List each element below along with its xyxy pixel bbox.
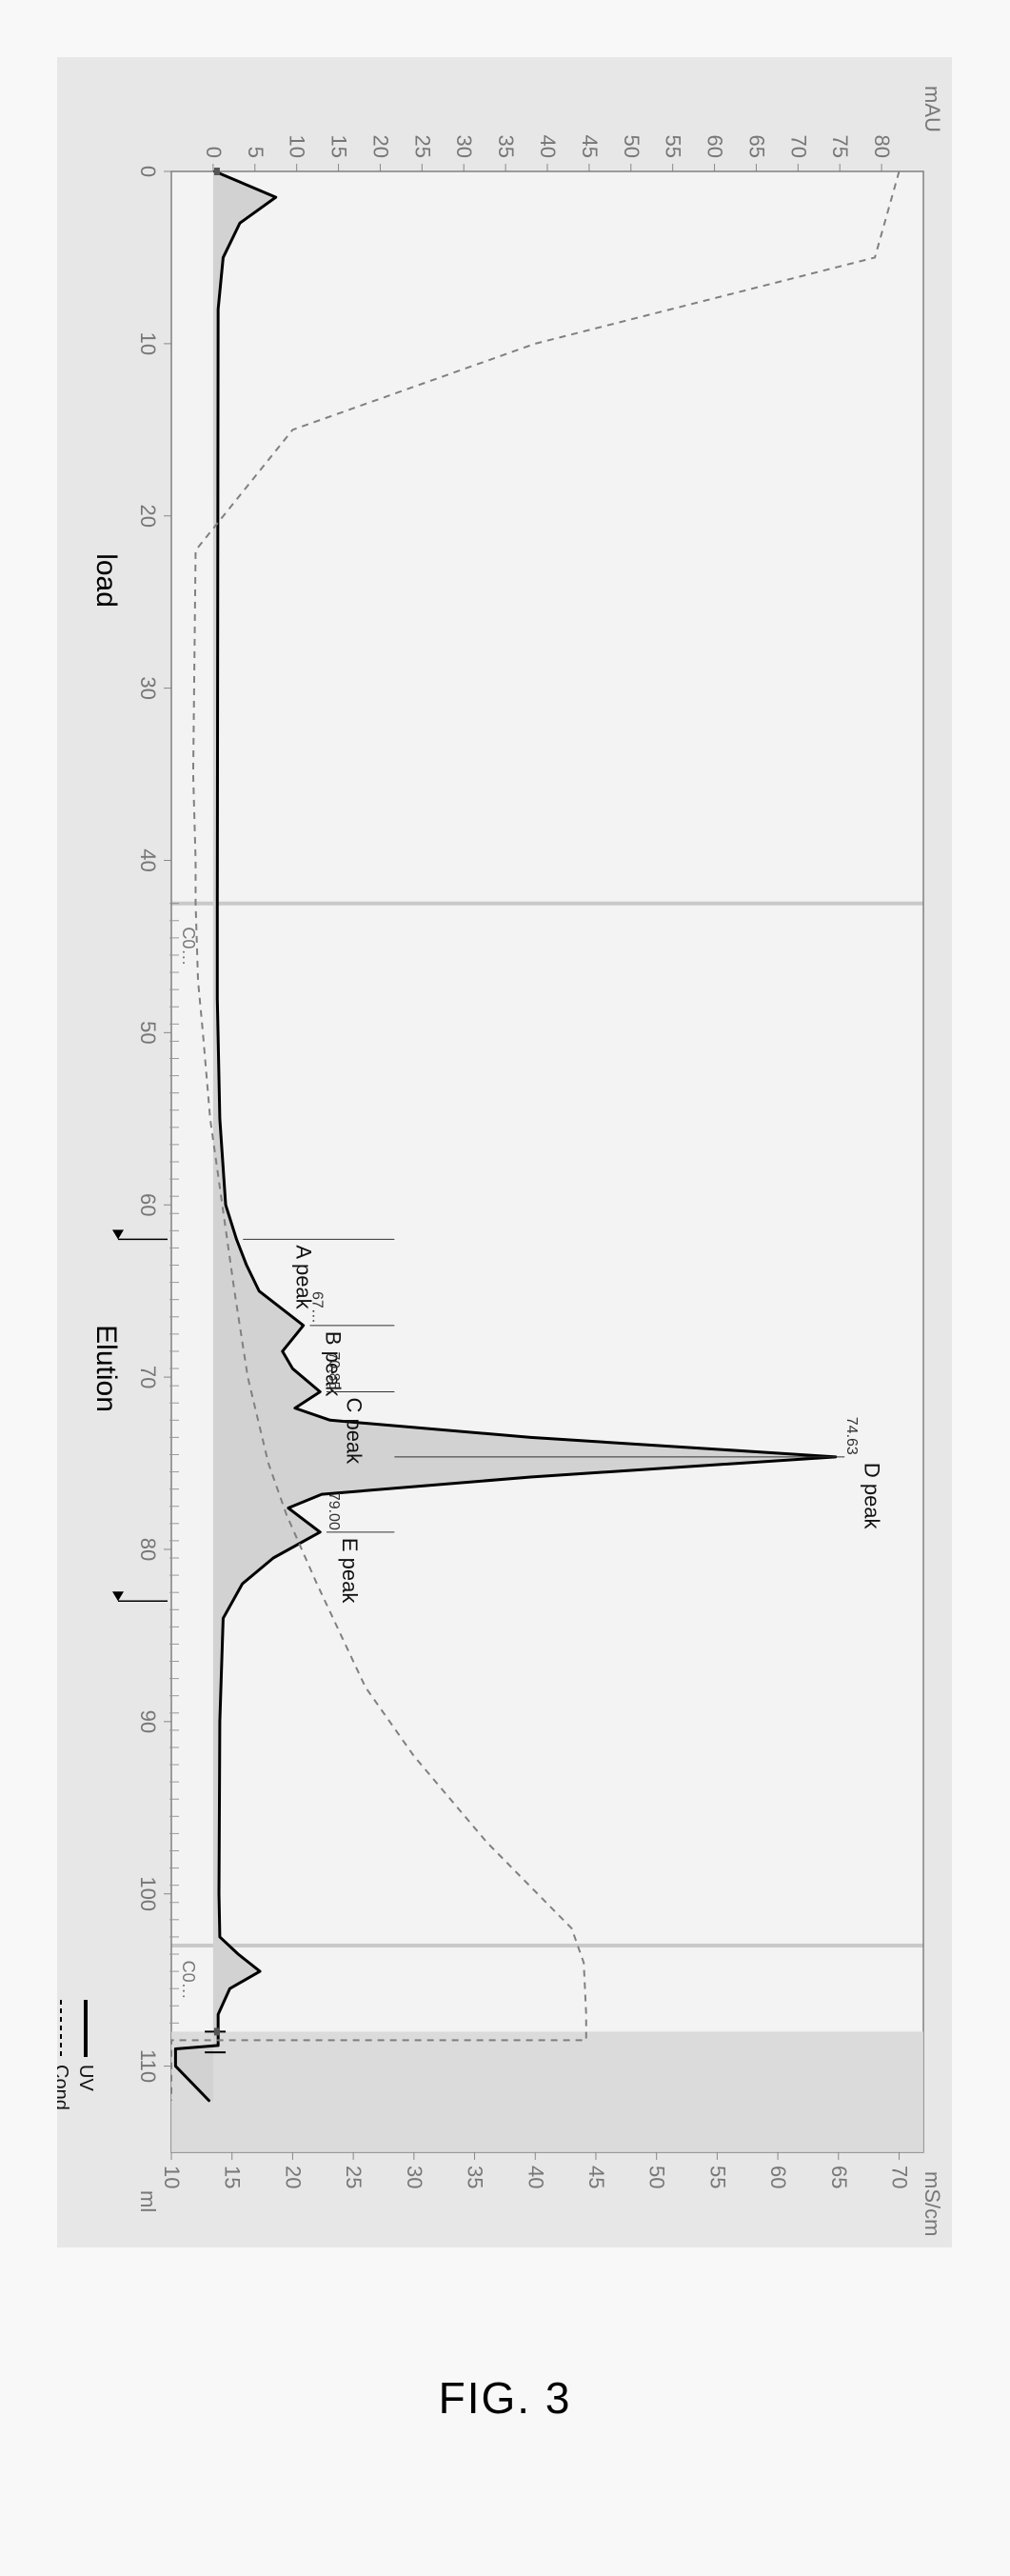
svg-text:C0…: C0… [179,927,198,966]
svg-text:40: 40 [524,2166,547,2188]
svg-text:25: 25 [410,135,434,158]
svg-text:30: 30 [136,676,160,699]
svg-text:110: 110 [136,2049,160,2083]
svg-text:90: 90 [136,1710,160,1733]
svg-text:75: 75 [828,135,852,158]
svg-text:Elution: Elution [90,1325,122,1412]
svg-text:35: 35 [494,135,518,158]
svg-text:60: 60 [703,135,727,158]
svg-text:70: 70 [786,135,810,158]
svg-text:45: 45 [584,2166,608,2188]
svg-text:60: 60 [766,2166,790,2188]
svg-text:C peak: C peak [342,1397,366,1465]
svg-text:25: 25 [342,2166,366,2188]
svg-text:15: 15 [327,135,351,158]
svg-text:E peak: E peak [338,1538,362,1604]
svg-text:ml: ml [136,2190,160,2212]
svg-text:10: 10 [286,135,309,158]
svg-text:45: 45 [578,135,602,158]
svg-text:55: 55 [662,135,685,158]
svg-text:79.00: 79.00 [326,1492,342,1530]
svg-text:mS/cm: mS/cm [921,2171,944,2236]
svg-text:30: 30 [452,135,476,158]
page: 0 5 10 15 20 25 30 35 40 45 50 55 60 65 70 75 80 mAU 10 15 2… [0,0,1010,2576]
chart-container: 0 5 10 15 20 25 30 35 40 45 50 55 60 65 70 75 80 mAU 10 15 2… [57,57,952,2247]
svg-text:70: 70 [888,2166,912,2188]
svg-text:15: 15 [221,2166,245,2188]
svg-text:65: 65 [827,2166,851,2188]
svg-text:0: 0 [136,166,160,177]
svg-text:20: 20 [368,135,392,158]
svg-text:65: 65 [744,135,768,158]
svg-text:40: 40 [536,135,560,158]
chromatogram-chart: 0 5 10 15 20 25 30 35 40 45 50 55 60 65 70 75 80 mAU 10 15 2… [57,57,952,2247]
svg-text:D peak: D peak [861,1463,884,1530]
svg-text:20: 20 [281,2166,305,2188]
svg-text:30: 30 [403,2166,426,2188]
svg-text:Cond: Cond [57,2065,71,2110]
svg-text:35: 35 [464,2166,487,2188]
svg-text:C0…: C0… [179,1961,198,2000]
svg-text:80: 80 [136,1538,160,1561]
svg-text:100: 100 [136,1876,160,1911]
svg-text:mAU: mAU [921,86,944,132]
svg-text:0: 0 [202,147,226,158]
chromatogram-svg: 0 5 10 15 20 25 30 35 40 45 50 55 60 65 70 75 80 mAU 10 15 2… [57,57,952,2247]
svg-text:80: 80 [870,135,894,158]
svg-text:74.63: 74.63 [843,1417,860,1455]
svg-text:55: 55 [705,2166,729,2188]
svg-text:5: 5 [244,147,267,158]
svg-text:10: 10 [136,332,160,355]
svg-text:20: 20 [136,504,160,527]
svg-text:10: 10 [160,2166,184,2188]
svg-text:50: 50 [620,135,644,158]
svg-text:70.85: 70.85 [326,1351,342,1389]
svg-text:50: 50 [136,1021,160,1044]
svg-text:70: 70 [136,1366,160,1388]
figure-caption: FIG. 3 [0,2372,1010,2424]
svg-text:67…: 67… [308,1291,325,1324]
svg-text:60: 60 [136,1193,160,1216]
svg-text:50: 50 [645,2166,669,2188]
svg-text:40: 40 [136,849,160,871]
svg-text:UV: UV [75,2065,96,2091]
svg-text:load: load [90,553,122,608]
